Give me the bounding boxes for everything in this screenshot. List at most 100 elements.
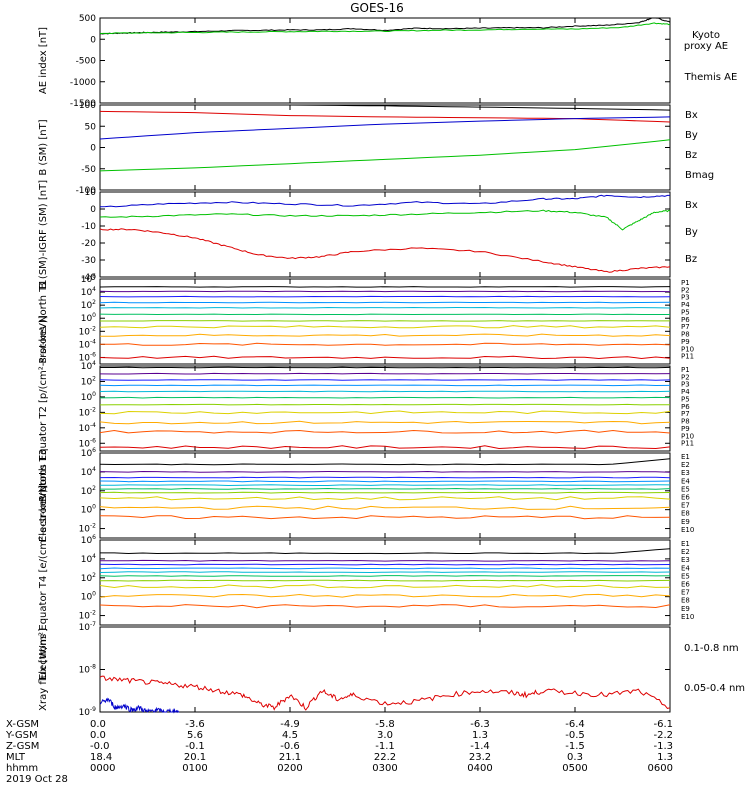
legend-e7: E7 <box>681 502 690 510</box>
flux-line-p7 <box>100 320 670 322</box>
legend-p9: P9 <box>681 425 690 433</box>
flux-line-e9 <box>99 593 671 598</box>
x-row-value: 5.6 <box>187 730 203 741</box>
x-row-value: 0100 <box>182 763 207 774</box>
y-tick-label: 104 <box>81 286 96 298</box>
y-tick-label: -1500 <box>70 99 96 109</box>
series-line-0.05-0.4-nm <box>99 697 180 714</box>
y-tick-label: 10-2 <box>79 523 97 535</box>
legend-bz: Bz <box>685 254 697 265</box>
flux-line-e10 <box>99 604 671 609</box>
flux-line-p5 <box>99 390 671 393</box>
y-tick-label: 106 <box>81 447 96 459</box>
legend-p8: P8 <box>681 331 690 339</box>
y-tick-label: 100 <box>81 591 96 603</box>
x-row-value: 20.1 <box>184 752 206 763</box>
flux-line-p2 <box>99 290 671 293</box>
flux-line-e6 <box>100 487 671 490</box>
series-line-0.1-0.8-nm <box>99 675 671 711</box>
legend-e10: E10 <box>681 526 694 534</box>
legend-p4: P4 <box>681 388 690 396</box>
series-line-bz <box>99 110 671 123</box>
x-row-label: Y-GSM <box>5 730 38 741</box>
legend-e10: E10 <box>681 613 694 621</box>
y-axis-label: Protons Equator T2 [p/(cm²-s-sr-keV)] <box>38 315 49 502</box>
legend-e9: E9 <box>681 605 690 613</box>
panel-frame <box>99 17 671 104</box>
series-line-bx <box>99 194 670 208</box>
flux-line-p10 <box>100 342 671 346</box>
y-tick-label: 10 <box>85 188 97 198</box>
flux-line-e9 <box>99 505 671 510</box>
chart-title: GOES-16 <box>350 1 404 15</box>
legend-p4: P4 <box>681 301 690 309</box>
flux-line-e3 <box>99 476 671 479</box>
flux-line-e5 <box>99 571 671 574</box>
date-label: 2019 Oct 28 <box>6 774 68 785</box>
x-row-value: -0.5 <box>565 730 585 741</box>
y-tick-label: 102 <box>81 299 96 311</box>
flux-line-e5 <box>100 484 671 487</box>
flux-line-p10 <box>99 429 671 434</box>
y-tick-label: 100 <box>81 312 96 324</box>
y-tick-label: 10-7 <box>79 621 97 633</box>
x-row-value: 1.3 <box>657 752 673 763</box>
legend-p11: P11 <box>681 440 694 448</box>
legend-e1: E1 <box>681 540 690 548</box>
legend-p6: P6 <box>681 403 690 411</box>
y-tick-label: -100 <box>76 186 97 196</box>
flux-line-e2 <box>99 470 671 473</box>
x-row-value: 0300 <box>372 763 397 774</box>
series-line-by <box>99 139 671 172</box>
flux-line-p7 <box>99 403 670 406</box>
panel-ae: 500 0 -500 -1000 -1500 AE index [nT] Kyotoprox… <box>38 14 737 109</box>
flux-line-p4 <box>99 384 671 387</box>
y-axis-label: B (SM)-IGRF (SM) [nT] <box>38 180 49 289</box>
legend-e2: E2 <box>681 548 690 556</box>
panel-frame <box>99 452 671 539</box>
legend-by: By <box>685 227 698 238</box>
flux-line-p8 <box>99 325 671 329</box>
panel-ee: 106 104 102 100 10-2 Electrons Equator T4 [e/… <box>38 485 694 680</box>
flux-line-p9 <box>100 333 671 337</box>
panel-frame <box>99 104 671 191</box>
x-row-label: hhmm <box>6 763 38 774</box>
flux-line-p5 <box>99 306 671 309</box>
flux-line-e2 <box>100 559 671 562</box>
y-tick-label: 10-4 <box>79 338 97 350</box>
flux-line-p1 <box>100 366 671 369</box>
legend-proxy-ae: proxy AE <box>684 41 728 52</box>
y-tick-label: 10-2 <box>79 406 97 418</box>
x-row-value: 0400 <box>467 763 492 774</box>
legend-bz: Bz <box>685 150 697 161</box>
y-tick-label: 0 <box>90 144 96 154</box>
y-axis-label: Xray flux [W/m²] <box>38 628 49 711</box>
y-tick-label: 100 <box>81 391 96 403</box>
y-axis-label: AE index [nT] <box>38 27 49 94</box>
legend-kyoto: Kyoto <box>692 30 720 41</box>
y-tick-label: 102 <box>81 572 96 584</box>
legend-bx: Bx <box>685 200 698 211</box>
series-line-bx <box>99 116 671 140</box>
y-tick-label: -20 <box>81 239 96 249</box>
legend-themis-ae: Themis AE <box>684 72 738 83</box>
legend-e4: E4 <box>681 477 690 485</box>
y-tick-label: -40 <box>81 273 96 283</box>
x-row-value: 0.3 <box>567 752 583 763</box>
flux-line-p11 <box>99 355 671 360</box>
y-tick-label: 10-6 <box>79 351 97 363</box>
legend-0.1-0.8nm: 0.1-0.8 nm <box>684 643 739 654</box>
y-axis-label: Electrons Equator T4 [e/(cm²-s-sr-keV)] <box>38 485 49 680</box>
y-tick-label: -50 <box>81 165 96 175</box>
flux-line-e10 <box>99 515 671 520</box>
x-row-value: -0.6 <box>280 741 300 752</box>
x-row-value: 18.4 <box>90 752 112 763</box>
x-row-value: 0500 <box>562 763 587 774</box>
y-tick-label: 0 <box>90 35 96 45</box>
legend-e8: E8 <box>681 597 690 605</box>
x-row-value: -1.3 <box>653 741 673 752</box>
legend-e2: E2 <box>681 461 690 469</box>
legend-e1: E1 <box>681 453 690 461</box>
